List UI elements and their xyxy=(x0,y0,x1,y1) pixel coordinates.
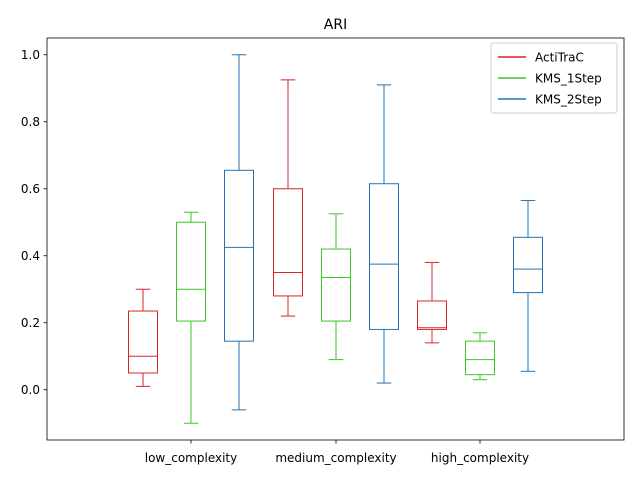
y-tick-label: 0.8 xyxy=(21,115,40,129)
box-iqr xyxy=(224,169,254,342)
box-iqr xyxy=(417,300,447,330)
box-KMS_1Step-medium_complexity xyxy=(321,213,351,361)
axes: 0.0 0.2 0.4 0.6 0.8 1.0 low_complexity medium_c… xyxy=(21,37,625,465)
box-iqr xyxy=(321,248,351,322)
box-ActiTraC-high_complexity xyxy=(417,261,447,344)
legend-label-KMS_1Step: KMS_1Step xyxy=(535,72,602,86)
legend-label-ActiTraC: ActiTraC xyxy=(535,51,584,65)
box-iqr xyxy=(513,236,543,294)
y-tick-label: 0.0 xyxy=(21,383,40,397)
box-KMS_2Step-medium_complexity xyxy=(369,84,399,384)
x-tick-label: medium_complexity xyxy=(275,451,396,465)
box-KMS_1Step-high_complexity xyxy=(465,332,495,381)
chart-title: ARI xyxy=(324,17,347,33)
box-iqr xyxy=(128,310,158,374)
box-iqr xyxy=(273,188,303,297)
x-tick-label: high_complexity xyxy=(431,451,529,465)
box-iqr xyxy=(369,183,399,330)
box-KMS_1Step-low_complexity xyxy=(176,211,206,424)
box-KMS_2Step-high_complexity xyxy=(513,199,543,372)
box-ActiTraC-low_complexity xyxy=(128,288,158,387)
x-tick-label: low_complexity xyxy=(145,451,237,465)
plot-frame xyxy=(46,37,625,441)
y-tick-label: 1.0 xyxy=(21,48,40,62)
y-tick-label: 0.2 xyxy=(21,316,40,330)
box-iqr xyxy=(465,340,495,376)
legend: ActiTraC KMS_1Step KMS_2Step xyxy=(490,42,618,114)
legend-label-KMS_2Step: KMS_2Step xyxy=(535,93,602,107)
box-KMS_2Step-low_complexity xyxy=(224,54,254,411)
y-tick-label: 0.4 xyxy=(21,249,40,263)
box-iqr xyxy=(176,221,206,322)
plot-area xyxy=(128,54,543,424)
box-ActiTraC-medium_complexity xyxy=(273,79,303,317)
y-tick-label: 0.6 xyxy=(21,182,40,196)
legend-box xyxy=(490,42,618,114)
